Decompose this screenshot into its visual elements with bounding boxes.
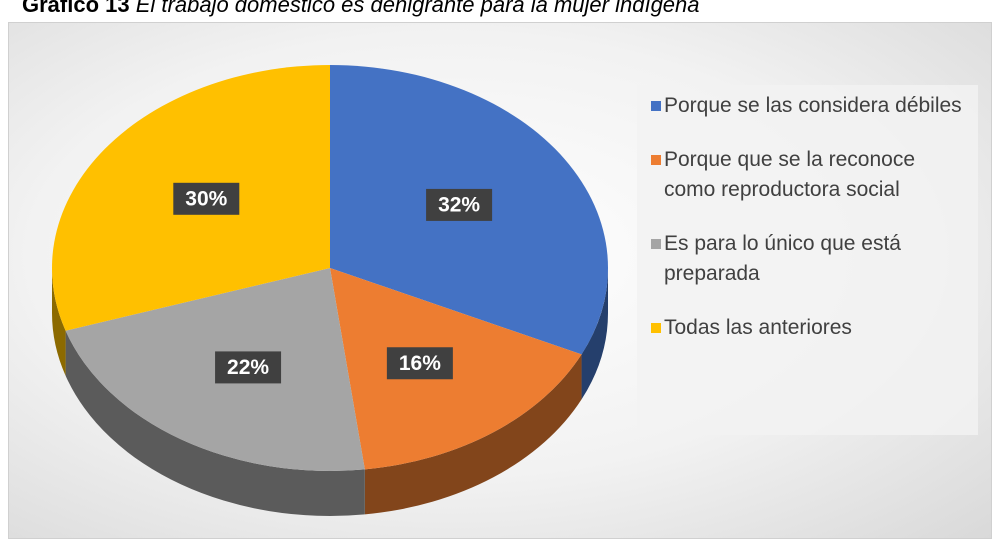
- slice-side: [65, 330, 365, 516]
- data-label-box: [173, 182, 240, 215]
- slice-side: [581, 268, 608, 400]
- slice: [330, 268, 582, 470]
- data-label: 32%: [438, 193, 480, 216]
- legend-item: Porque que se la reconoce como reproduct…: [651, 145, 968, 205]
- title: Gráfico 13: [22, 0, 130, 17]
- legend-label: Porque que se la reconoce como reproduct…: [664, 148, 916, 201]
- legend-label: Porque se las considera débiles: [664, 94, 962, 117]
- legend-swatch: [651, 155, 661, 165]
- legend: Porque se las considera débiles Porque qu…: [637, 85, 978, 435]
- data-label-box: [386, 347, 453, 380]
- legend-item: Es para lo único que está preparada: [651, 229, 968, 289]
- slice-side: [52, 268, 66, 376]
- data-label: 22%: [227, 356, 269, 379]
- legend-swatch: [651, 323, 661, 333]
- data-label: 30%: [185, 187, 227, 210]
- slice-side: [364, 354, 582, 515]
- legend-label: Todas las anteriores: [664, 316, 852, 339]
- legend-label: Es para lo único que está preparada: [664, 232, 901, 285]
- data-label-box: [215, 351, 282, 384]
- data-label: 16%: [399, 352, 441, 375]
- legend-swatch: [651, 239, 661, 249]
- chart-title: Gráfico 13 El trabajo doméstico es denig…: [22, 0, 700, 18]
- legend-swatch: [651, 101, 661, 111]
- legend-item: Todas las anteriores: [651, 313, 968, 343]
- legend-item: Porque se las considera débiles: [651, 91, 968, 121]
- data-label-box: [426, 188, 493, 221]
- subtitle: El trabajo doméstico es denigrante para …: [135, 0, 700, 17]
